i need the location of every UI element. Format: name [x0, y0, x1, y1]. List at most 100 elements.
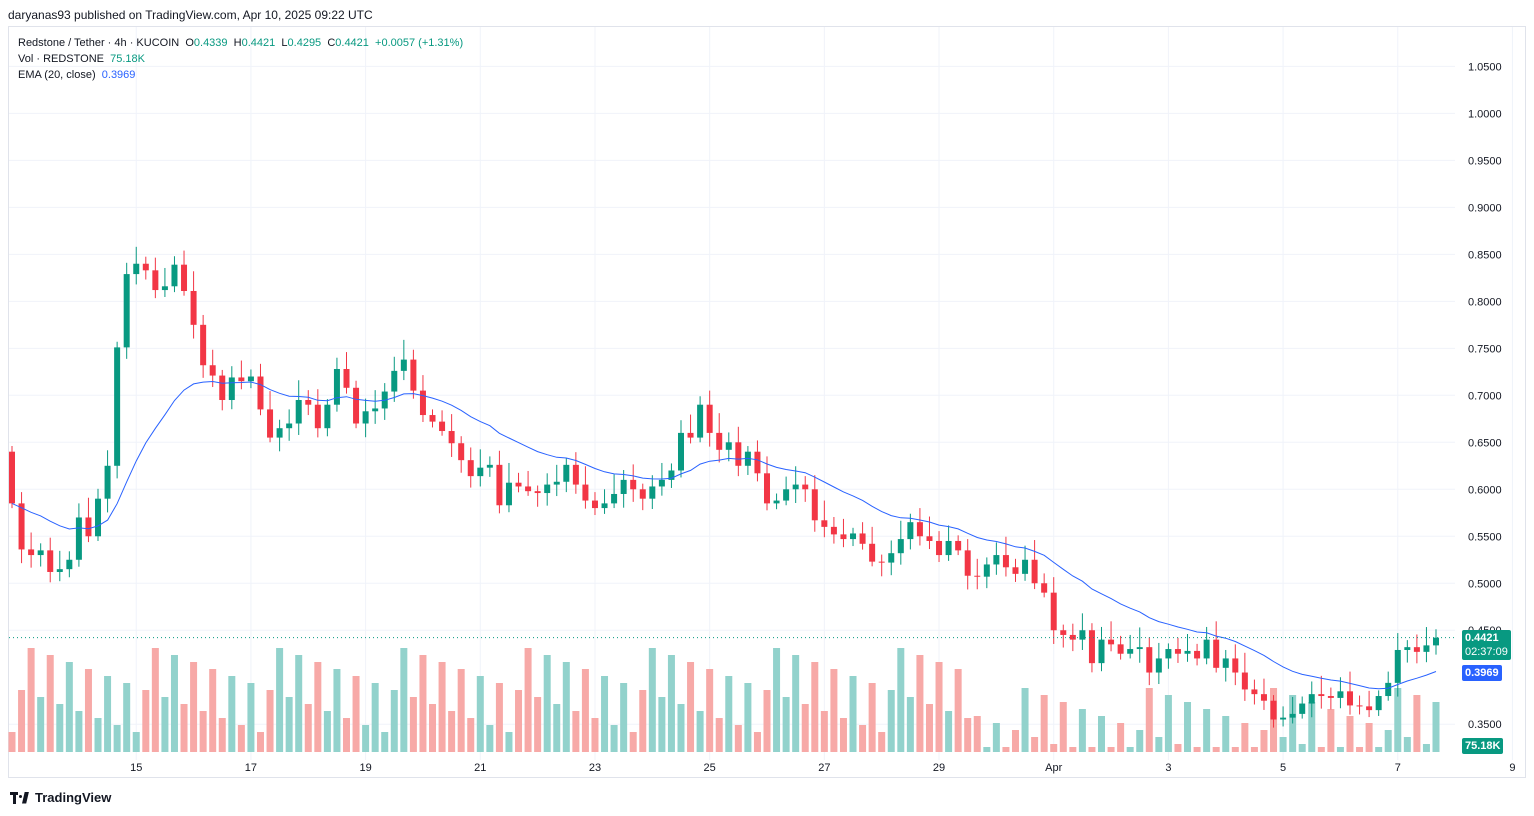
candle-body[interactable]	[1251, 689, 1258, 695]
candle-body[interactable]	[783, 489, 790, 501]
candle-body[interactable]	[1318, 694, 1325, 697]
candle-body[interactable]	[821, 520, 828, 527]
candle-body[interactable]	[1012, 567, 1019, 574]
candle-body[interactable]	[1270, 700, 1277, 720]
candle-body[interactable]	[1423, 645, 1430, 652]
candle-body[interactable]	[964, 550, 971, 576]
candle-body[interactable]	[974, 575, 981, 577]
candle-body[interactable]	[152, 270, 159, 291]
candle-body[interactable]	[1356, 705, 1363, 707]
candle-body[interactable]	[56, 569, 63, 572]
candle-body[interactable]	[1308, 694, 1315, 704]
candle-body[interactable]	[1127, 649, 1134, 654]
candle-body[interactable]	[878, 561, 885, 563]
candle-body[interactable]	[477, 467, 484, 477]
candle-body[interactable]	[114, 347, 121, 466]
candle-body[interactable]	[1174, 649, 1181, 654]
candle-body[interactable]	[1232, 658, 1239, 673]
candle-body[interactable]	[448, 431, 455, 444]
candle-body[interactable]	[1280, 717, 1287, 720]
candle-body[interactable]	[238, 377, 245, 382]
candle-body[interactable]	[372, 408, 379, 412]
candle-body[interactable]	[1060, 630, 1067, 635]
candle-body[interactable]	[1213, 639, 1220, 668]
candle-body[interactable]	[305, 400, 312, 405]
legend-volume-row[interactable]: Vol · REDSTONE 75.18K	[18, 51, 463, 67]
candle-body[interactable]	[181, 264, 188, 291]
candle-body[interactable]	[439, 421, 446, 432]
candle-body[interactable]	[983, 564, 990, 577]
candle-body[interactable]	[142, 263, 149, 271]
candle-body[interactable]	[496, 464, 503, 506]
candle-body[interactable]	[505, 482, 512, 506]
candle-body[interactable]	[458, 443, 465, 461]
candle-body[interactable]	[553, 481, 560, 485]
candle-body[interactable]	[18, 503, 25, 550]
candle-body[interactable]	[1184, 650, 1191, 654]
candle-body[interactable]	[611, 493, 618, 504]
candle-body[interactable]	[1385, 682, 1392, 697]
candle-body[interactable]	[955, 540, 962, 551]
candle-body[interactable]	[295, 400, 302, 424]
legend-symbol[interactable]: Redstone / Tether · 4h · KUCOIN	[18, 37, 180, 49]
candle-body[interactable]	[286, 423, 293, 429]
candle-body[interactable]	[1136, 647, 1143, 650]
candle-body[interactable]	[353, 387, 360, 424]
candle-body[interactable]	[802, 484, 809, 490]
candle-body[interactable]	[190, 290, 197, 325]
candle-body[interactable]	[563, 464, 570, 482]
candle-body[interactable]	[1022, 559, 1029, 574]
candle-body[interactable]	[697, 404, 704, 438]
candle-body[interactable]	[219, 375, 226, 401]
candle-body[interactable]	[1222, 658, 1229, 668]
candle-body[interactable]	[1327, 696, 1334, 698]
candle-body[interactable]	[1117, 644, 1124, 654]
candle-body[interactable]	[840, 534, 847, 540]
candle-body[interactable]	[936, 540, 943, 556]
candle-body[interactable]	[276, 428, 283, 438]
candle-body[interactable]	[391, 370, 398, 392]
candle-body[interactable]	[1165, 649, 1172, 659]
candle-body[interactable]	[247, 376, 254, 382]
candle-body[interactable]	[429, 415, 436, 422]
candle-body[interactable]	[95, 498, 102, 537]
candle-body[interactable]	[37, 550, 44, 556]
candle-body[interactable]	[1098, 639, 1105, 664]
candle-body[interactable]	[735, 442, 742, 466]
candle-body[interactable]	[534, 491, 541, 494]
candle-body[interactable]	[1433, 637, 1439, 646]
candle-body[interactable]	[171, 264, 178, 287]
candle-body[interactable]	[343, 368, 350, 388]
candle-body[interactable]	[1146, 647, 1153, 673]
candle-body[interactable]	[811, 489, 818, 521]
candle-body[interactable]	[1050, 592, 1057, 631]
candle-body[interactable]	[716, 432, 723, 450]
candle-body[interactable]	[582, 484, 589, 501]
candle-body[interactable]	[467, 460, 474, 477]
candle-body[interactable]	[161, 286, 168, 291]
candle-body[interactable]	[1366, 706, 1373, 711]
candle-body[interactable]	[993, 555, 1000, 565]
candle-body[interactable]	[1069, 634, 1076, 640]
candle-body[interactable]	[639, 489, 646, 499]
candle-body[interactable]	[200, 324, 207, 366]
candle-body[interactable]	[869, 543, 876, 562]
candle-body[interactable]	[764, 473, 771, 504]
candle-body[interactable]	[1194, 650, 1201, 659]
candle-body[interactable]	[1337, 691, 1344, 698]
candle-body[interactable]	[1375, 696, 1382, 711]
candle-body[interactable]	[123, 274, 130, 348]
candle-body[interactable]	[620, 479, 627, 494]
candle-body[interactable]	[1394, 649, 1401, 683]
candle-body[interactable]	[1346, 691, 1353, 706]
candle-body[interactable]	[572, 464, 579, 485]
candle-body[interactable]	[1031, 559, 1038, 584]
candle-body[interactable]	[916, 522, 923, 537]
candle-body[interactable]	[1041, 583, 1048, 593]
candle-body[interactable]	[544, 484, 551, 494]
candle-body[interactable]	[47, 550, 54, 572]
candle-body[interactable]	[525, 486, 532, 492]
candle-body[interactable]	[362, 411, 369, 424]
candle-body[interactable]	[85, 517, 92, 537]
